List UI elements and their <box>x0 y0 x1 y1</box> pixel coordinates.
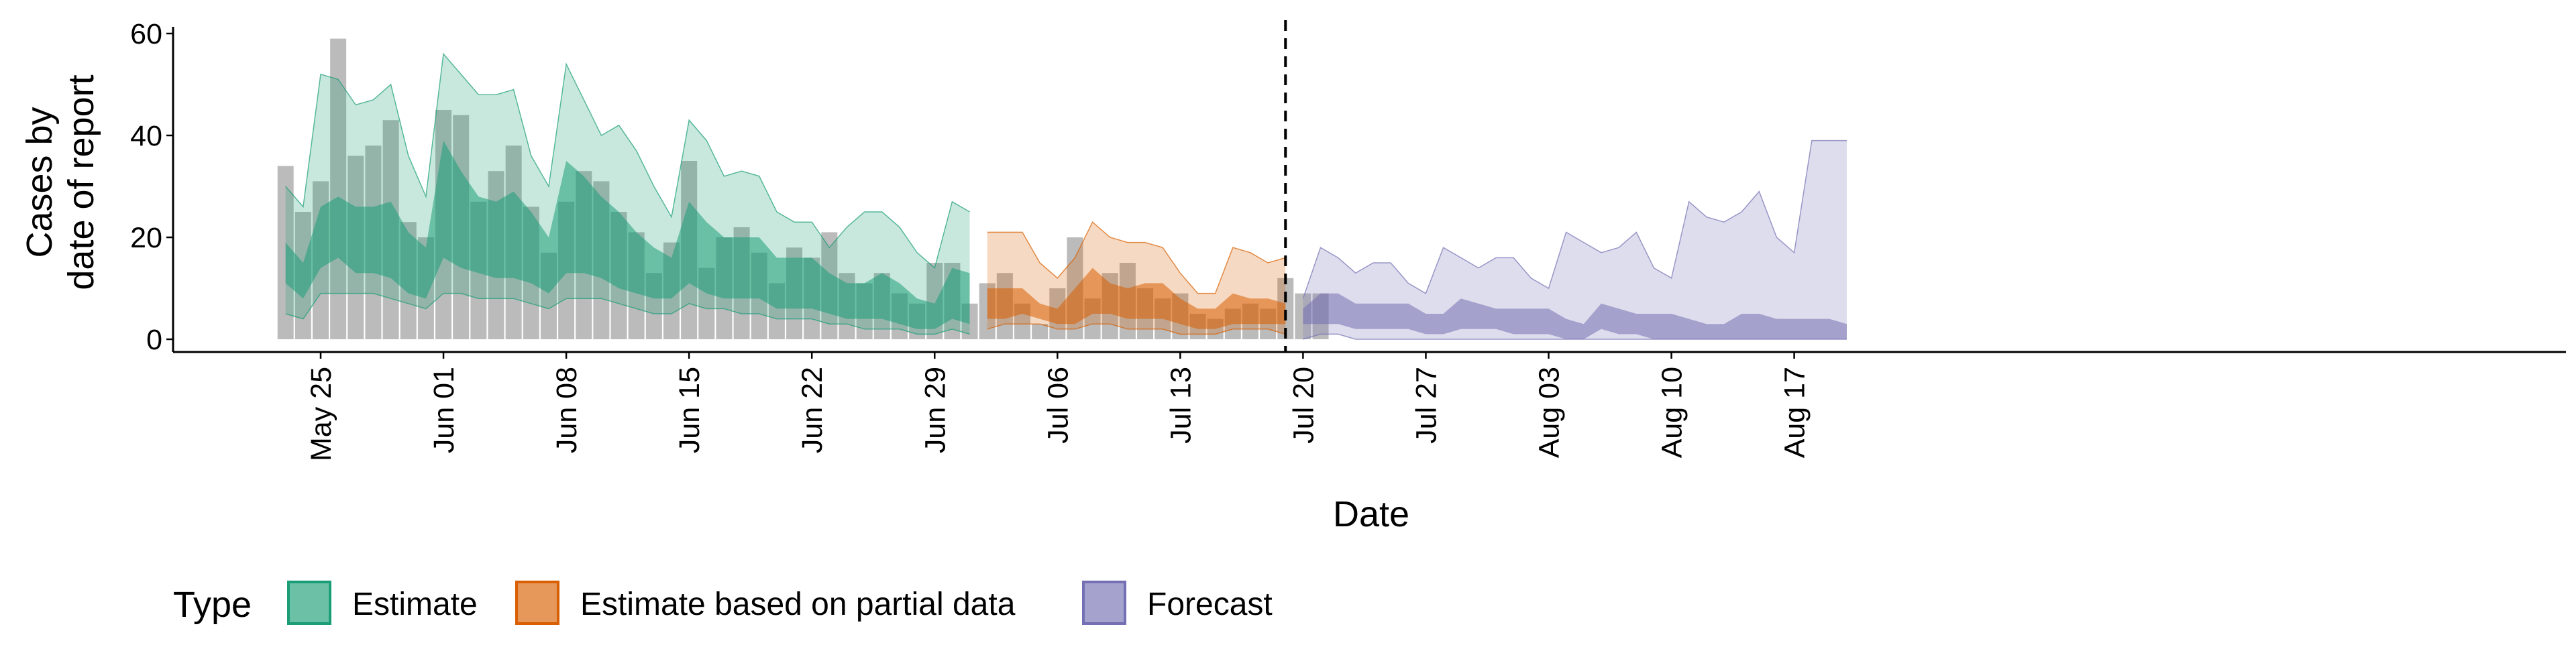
series-bands <box>285 52 1847 340</box>
legend: Type Estimate Estimate based on partial da… <box>173 581 1273 625</box>
x-tick-label: Aug 03 <box>1534 367 1566 458</box>
x-tick-label: Jul 13 <box>1165 367 1197 444</box>
forecast-upper-line <box>1302 139 1847 299</box>
x-tick-label: Jul 27 <box>1410 367 1442 444</box>
x-axis-title: Date <box>1333 494 1409 534</box>
y-tick-label: 20 <box>130 222 162 254</box>
estimate-based-on-partial-data-lower-line <box>987 323 1286 335</box>
x-tick-label: May 25 <box>305 367 337 461</box>
estimate-based-on-partial-data-band-50 <box>987 268 1286 329</box>
estimate-based-on-partial-data-upper-line <box>987 221 1286 294</box>
y-axis-title: Cases by date of report <box>19 74 101 290</box>
reported-cases-bar <box>1032 324 1049 339</box>
x-tick-label: Aug 17 <box>1779 367 1811 458</box>
y-tick-label: 0 <box>146 324 162 356</box>
legend-label: Estimate based on partial data <box>580 587 1016 622</box>
legend-title: Type <box>173 585 252 625</box>
estimate-lower-line <box>285 292 970 335</box>
x-tick-label: Jun 29 <box>919 367 951 453</box>
legend-swatch <box>515 581 559 625</box>
estimate-upper-line <box>285 52 970 269</box>
x-tick-label: Jul 20 <box>1287 367 1320 444</box>
x-tick-label: Jun 22 <box>796 367 828 453</box>
x-tick-label: Jun 08 <box>551 367 583 453</box>
legend-label: Estimate <box>352 587 478 622</box>
y-tick-label: 60 <box>130 18 162 50</box>
y-axis-title-line: Cases by <box>19 107 60 257</box>
forecast-lower-line <box>1303 333 1847 340</box>
estimate-band-50 <box>285 140 970 329</box>
reported-cases-bar <box>330 38 347 339</box>
forecast-band-90 <box>1303 140 1847 339</box>
x-tick-label: Aug 10 <box>1656 367 1688 458</box>
y-tick-label: 40 <box>130 120 162 152</box>
x-tick-label: Jun 15 <box>674 367 706 453</box>
forecast-band-50 <box>1303 293 1847 339</box>
legend-swatch <box>1082 581 1126 625</box>
axes: 0 20 40 60 May 25 Jun 01 Jun 08 Jun 15 Jun 22 Jun… <box>19 18 2566 534</box>
x-tick-label: Jun 01 <box>428 367 460 453</box>
legend-label: Forecast <box>1147 587 1273 622</box>
y-axis-title-line: date of report <box>61 74 101 290</box>
x-tick-label: Jul 06 <box>1042 367 1074 444</box>
legend-swatch <box>287 581 331 625</box>
